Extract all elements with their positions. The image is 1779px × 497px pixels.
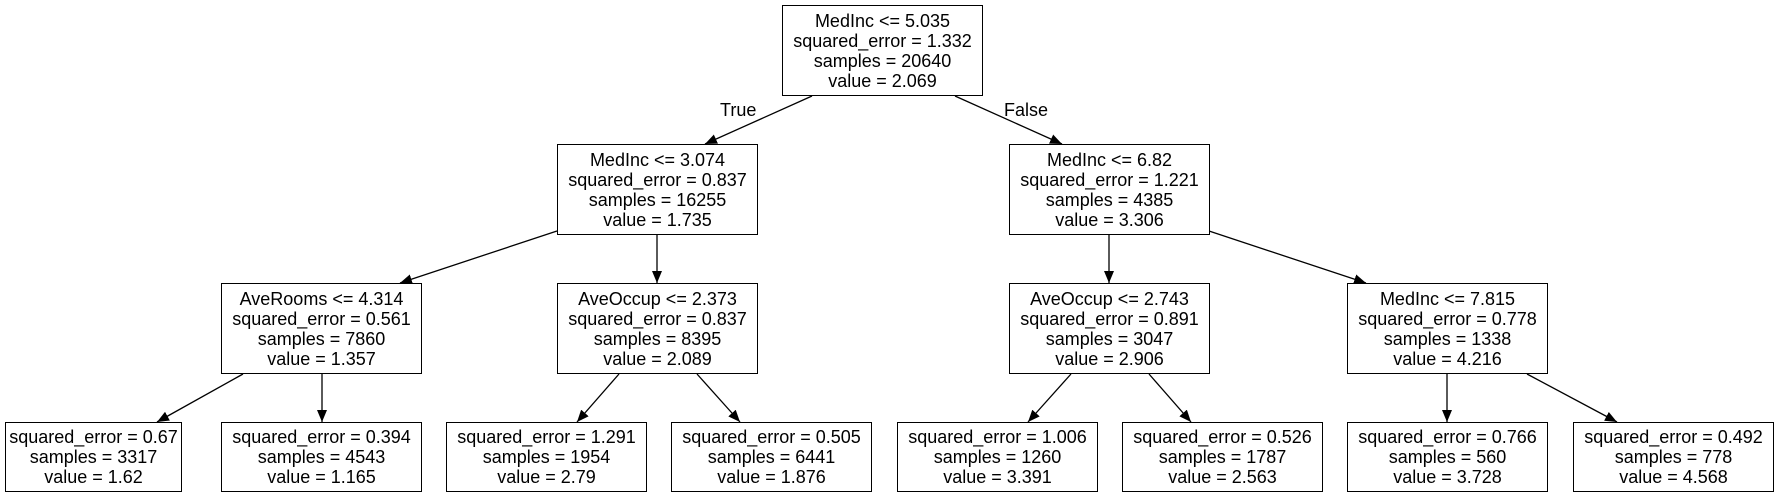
node-line: squared_error = 0.67 — [9, 427, 178, 447]
node-line: squared_error = 0.837 — [568, 169, 747, 190]
node-line: squared_error = 0.561 — [232, 308, 411, 329]
split-node-n2: MedInc <= 6.82 squared_error = 1.221 sampl… — [1009, 144, 1210, 235]
node-line: value = 2.563 — [1168, 467, 1277, 487]
edge-arrow-n0-n2 — [954, 95, 1063, 145]
node-line: squared_error = 1.006 — [908, 427, 1087, 447]
node-line: samples = 8395 — [593, 328, 722, 349]
node-line: squared_error = 0.837 — [568, 308, 747, 329]
leaf-node-n12: squared_error = 0.526 samples = 1787 value… — [1122, 422, 1323, 492]
node-line: squared_error = 0.766 — [1358, 427, 1537, 447]
split-node-n0: MedInc <= 5.035 squared_error = 1.332 samp… — [782, 5, 983, 96]
node-line: squared_error = 0.526 — [1133, 427, 1312, 447]
node-line: AveRooms <= 4.314 — [239, 288, 404, 309]
node-line: value = 3.306 — [1055, 209, 1164, 230]
node-line: samples = 3317 — [29, 447, 158, 467]
split-node-n5: AveOccup <= 2.743 squared_error = 0.891 sa… — [1009, 283, 1210, 374]
node-line: samples = 4543 — [257, 447, 386, 467]
split-node-n4: AveOccup <= 2.373 squared_error = 0.837 sa… — [557, 283, 758, 374]
leaf-node-n14: squared_error = 0.492 samples = 778 value … — [1573, 422, 1774, 492]
node-line: samples = 560 — [1388, 447, 1507, 467]
node-line: value = 2.79 — [497, 467, 596, 487]
node-line: AveOccup <= 2.743 — [1030, 288, 1189, 309]
node-line: squared_error = 0.394 — [232, 427, 411, 447]
node-line: MedInc <= 5.035 — [814, 10, 951, 31]
edge-arrow-n1-n3 — [399, 230, 558, 284]
split-node-n6: MedInc <= 7.815 squared_error = 0.778 samp… — [1347, 283, 1548, 374]
node-line: squared_error = 0.505 — [682, 427, 861, 447]
node-line: squared_error = 1.291 — [457, 427, 636, 447]
edge-label-false: False — [1004, 100, 1049, 120]
leaf-node-n7: squared_error = 0.67 samples = 3317 value … — [5, 422, 182, 492]
node-line: squared_error = 0.778 — [1358, 308, 1537, 329]
node-line: samples = 16255 — [588, 189, 727, 210]
node-line: value = 2.089 — [603, 348, 712, 369]
node-line: samples = 1338 — [1383, 328, 1512, 349]
node-line: samples = 1260 — [933, 447, 1062, 467]
node-line: value = 3.728 — [1393, 467, 1502, 487]
node-line: value = 1.357 — [267, 348, 376, 369]
node-line: value = 2.906 — [1055, 348, 1164, 369]
edge-arrow-n4-n10 — [696, 373, 741, 423]
node-line: value = 2.069 — [828, 70, 937, 91]
edge-label-true: True — [720, 100, 757, 120]
node-line: value = 3.391 — [943, 467, 1052, 487]
node-line: value = 1.735 — [603, 209, 712, 230]
leaf-node-n13: squared_error = 0.766 samples = 560 value … — [1347, 422, 1548, 492]
node-line: samples = 1787 — [1158, 447, 1287, 467]
split-node-n1: MedInc <= 3.074 squared_error = 0.837 samp… — [557, 144, 758, 235]
node-line: squared_error = 0.492 — [1584, 427, 1763, 447]
split-node-n3: AveRooms <= 4.314 squared_error = 0.561 sa… — [221, 283, 422, 374]
node-line: samples = 7860 — [257, 328, 386, 349]
node-line: samples = 3047 — [1045, 328, 1174, 349]
edge-arrow-n6-n14 — [1526, 373, 1618, 423]
leaf-node-n9: squared_error = 1.291 samples = 1954 value… — [446, 422, 647, 492]
edge-arrow-n0-n1 — [704, 95, 813, 145]
leaf-node-n8: squared_error = 0.394 samples = 4543 value… — [221, 422, 422, 492]
node-line: MedInc <= 6.82 — [1046, 149, 1173, 170]
node-line: value = 4.568 — [1619, 467, 1728, 487]
node-line: MedInc <= 7.815 — [1379, 288, 1516, 309]
edge-arrow-n3-n7 — [156, 373, 244, 423]
node-line: value = 1.62 — [44, 467, 143, 487]
leaf-node-n10: squared_error = 0.505 samples = 6441 value… — [671, 422, 872, 492]
node-line: MedInc <= 3.074 — [589, 149, 726, 170]
node-line: samples = 778 — [1614, 447, 1733, 467]
node-line: samples = 20640 — [813, 50, 952, 71]
node-line: squared_error = 1.332 — [793, 30, 972, 51]
node-line: samples = 1954 — [482, 447, 611, 467]
edge-arrow-n5-n11 — [1027, 373, 1072, 423]
node-line: AveOccup <= 2.373 — [578, 288, 737, 309]
node-line: samples = 6441 — [707, 447, 836, 467]
node-line: value = 1.876 — [717, 467, 826, 487]
node-line: value = 1.165 — [267, 467, 376, 487]
edge-arrow-n4-n9 — [576, 373, 620, 423]
edge-arrow-n5-n12 — [1148, 373, 1192, 423]
node-line: samples = 4385 — [1045, 189, 1174, 210]
node-line: value = 4.216 — [1393, 348, 1502, 369]
leaf-node-n11: squared_error = 1.006 samples = 1260 value… — [897, 422, 1098, 492]
edge-arrow-n2-n6 — [1208, 230, 1367, 284]
node-line: squared_error = 1.221 — [1020, 169, 1199, 190]
node-line: squared_error = 0.891 — [1020, 308, 1199, 329]
